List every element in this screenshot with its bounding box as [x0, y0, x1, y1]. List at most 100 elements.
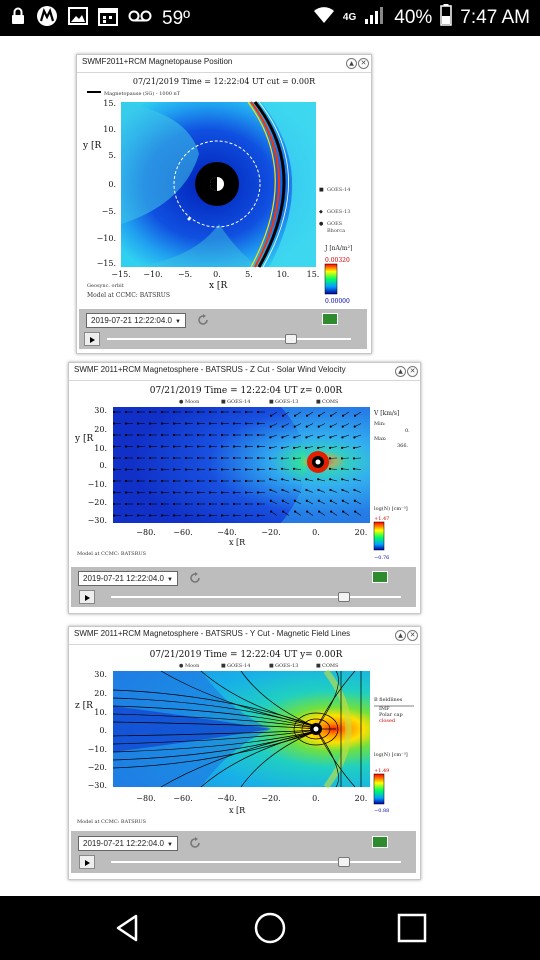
velocity-arrow — [342, 411, 350, 416]
refresh-icon[interactable] — [189, 837, 201, 849]
close-icon[interactable]: ✕ — [407, 366, 418, 377]
time-slider[interactable] — [111, 861, 401, 863]
refresh-icon[interactable] — [197, 314, 209, 326]
x-tick: 20. — [355, 528, 368, 537]
panel-titlebar[interactable]: SWMF 2011+RCM Magnetosphere - BATSRUS - … — [69, 627, 420, 645]
velocity-arrow-head — [329, 425, 332, 428]
velocity-arrow-head — [196, 502, 200, 506]
svg-text:■: ■ — [269, 663, 274, 669]
velocity-arrow-head — [112, 468, 116, 471]
velocity-arrow-head — [329, 499, 332, 502]
slider-thumb[interactable] — [338, 857, 350, 867]
refresh-icon[interactable] — [189, 572, 201, 584]
velocity-arrow — [294, 500, 302, 505]
velocity-arrow-head — [244, 445, 248, 448]
x-tick: −40. — [217, 794, 236, 803]
velocity-arrow-head — [232, 468, 236, 471]
velocity-arrow-head — [208, 514, 212, 517]
svg-text:●: ● — [179, 399, 184, 405]
side-label: 0. — [405, 428, 410, 434]
colorbar-max: +1.49 — [374, 768, 389, 774]
velocity-arrow-head — [148, 514, 152, 517]
date-select[interactable]: 2019-07-21 12:22:04.0 ▼ — [86, 313, 186, 328]
velocity-arrow-head — [353, 446, 356, 450]
close-icon[interactable]: ✕ — [407, 630, 418, 641]
velocity-arrow — [342, 511, 350, 516]
velocity-arrow-head — [305, 478, 308, 481]
velocity-arrow-head — [172, 433, 176, 437]
play-button[interactable] — [79, 855, 95, 869]
velocity-arrow-head — [112, 514, 116, 517]
velocity-arrow-head — [244, 468, 248, 471]
marker-label: GOES-13 — [327, 209, 350, 215]
velocity-arrow — [294, 411, 302, 416]
x-tick: −20. — [261, 528, 280, 537]
velocity-arrow — [330, 423, 338, 427]
time-slider[interactable] — [107, 338, 351, 340]
geosync-orbit — [173, 140, 261, 228]
y-tick: 10. — [103, 125, 116, 134]
velocity-arrow-head — [244, 422, 248, 425]
home-icon[interactable] — [252, 910, 288, 946]
velocity-arrow-head — [124, 468, 128, 471]
slider-thumb[interactable] — [338, 592, 350, 602]
collapse-icon[interactable]: ▲ — [346, 58, 357, 69]
velocity-arrow — [330, 446, 338, 449]
velocity-arrow-head — [160, 491, 164, 494]
velocity-arrow-head — [232, 456, 236, 460]
y-tick: 15. — [103, 99, 116, 108]
velocity-arrow — [294, 434, 302, 438]
velocity-arrow-head — [160, 479, 164, 483]
back-icon[interactable] — [110, 910, 146, 946]
slider-thumb[interactable] — [285, 334, 297, 344]
side-label: Max: — [374, 436, 387, 442]
magnetopause-line — [253, 101, 286, 268]
legend-item: GOES-14 — [227, 663, 250, 669]
colorbar — [324, 263, 338, 295]
panel-title: SWMF 2011+RCM Magnetosphere - BATSRUS - … — [74, 365, 346, 374]
magnetopause-panel: SWMF2011+RCM Magnetopause Position ▲ ✕ 0… — [76, 54, 372, 354]
y-tick: 5. — [108, 151, 116, 160]
velocity-arrow — [306, 500, 314, 505]
y-axis-label: y [R — [82, 141, 101, 151]
velocity-arrow-head — [269, 414, 273, 417]
y-cut-panel: SWMF 2011+RCM Magnetosphere - BATSRUS - … — [68, 626, 421, 880]
velocity-arrow-head — [196, 468, 200, 471]
x-tick: −80. — [136, 794, 155, 803]
collapse-icon[interactable]: ▲ — [395, 366, 406, 377]
play-button[interactable] — [79, 590, 95, 604]
velocity-arrow — [354, 500, 362, 505]
panel-titlebar[interactable]: SWMF2011+RCM Magnetopause Position ▲ ✕ — [77, 55, 371, 73]
export-icon[interactable] — [372, 836, 388, 848]
velocity-arrow-head — [148, 445, 152, 448]
x-tick: −15. — [111, 270, 130, 279]
collapse-icon[interactable]: ▲ — [395, 630, 406, 641]
velocity-arrow-head — [317, 488, 320, 492]
panel-titlebar[interactable]: SWMF 2011+RCM Magnetosphere - BATSRUS - … — [69, 363, 420, 381]
playback-controls: 2019-07-21 12:22:04.0 ▼ — [71, 567, 416, 607]
velocity-vectors — [112, 410, 362, 517]
velocity-arrow-head — [172, 410, 176, 414]
close-icon[interactable]: ✕ — [358, 58, 369, 69]
velocity-arrow-head — [329, 488, 332, 492]
side-label: Min: — [374, 421, 386, 427]
export-icon[interactable] — [322, 313, 338, 325]
velocity-arrow — [306, 423, 314, 427]
side-label: IMF — [379, 706, 390, 712]
velocity-arrow-head — [220, 456, 224, 460]
export-icon[interactable] — [372, 571, 388, 583]
y-tick: −10. — [88, 745, 107, 754]
play-button[interactable] — [84, 332, 100, 346]
velocity-arrow-head — [232, 433, 236, 437]
date-select[interactable]: 2019-07-21 12:22:04.0 ▼ — [78, 571, 178, 586]
velocity-arrow-head — [148, 468, 152, 471]
date-select[interactable]: 2019-07-21 12:22:04.0 ▼ — [78, 836, 178, 851]
clock-text: 7:47 AM — [460, 6, 530, 28]
recent-apps-icon[interactable] — [394, 910, 430, 946]
side-label: 366. — [397, 443, 409, 449]
velocity-arrow-head — [256, 468, 260, 471]
x-axis-label: x [R — [229, 806, 246, 815]
velocity-arrow-head — [148, 502, 152, 506]
time-slider[interactable] — [111, 596, 401, 598]
velocity-arrow — [294, 446, 302, 449]
